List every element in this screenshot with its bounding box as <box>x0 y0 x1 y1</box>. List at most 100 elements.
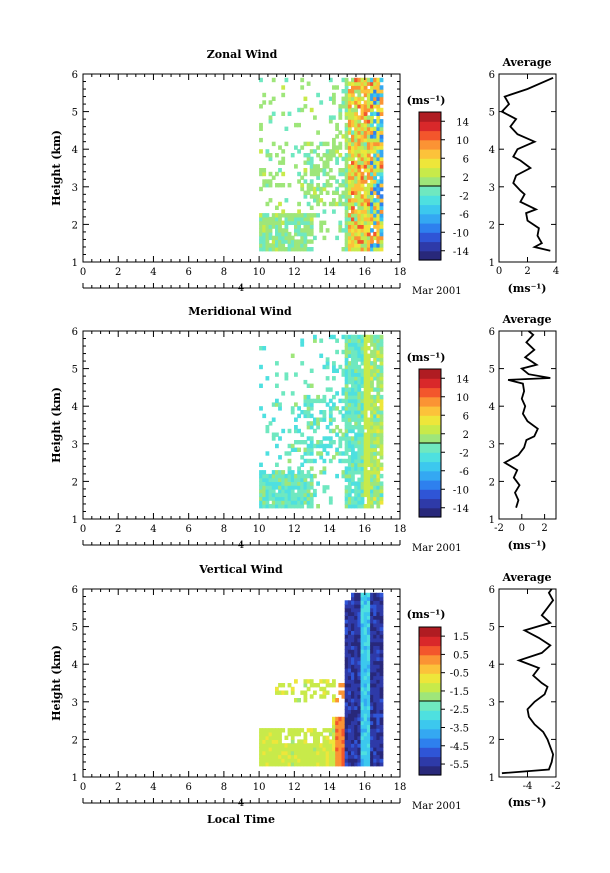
heatmap-cell <box>319 198 324 203</box>
heatmap-cell <box>344 758 349 763</box>
heatmap-cell <box>379 353 384 358</box>
heatmap-cell <box>322 754 327 759</box>
heatmap-cell <box>316 175 320 180</box>
heatmap-cell <box>357 243 362 248</box>
heatmap-cell <box>363 600 368 605</box>
heatmap-cell <box>268 477 273 482</box>
heatmap-cell <box>338 754 343 759</box>
heatmap-cell <box>357 379 362 385</box>
heatmap-cell <box>344 473 349 479</box>
heatmap-cell <box>344 81 349 86</box>
heatmap-cell <box>275 402 279 407</box>
heatmap-cell <box>351 746 355 752</box>
heatmap-cell <box>297 485 301 490</box>
heatmap-cell <box>335 698 339 703</box>
heatmap-cell <box>297 466 301 471</box>
heatmap-cell <box>373 686 377 692</box>
zonal-wind-colorbar-units: (ms⁻¹) <box>407 94 446 107</box>
heatmap-cell <box>306 762 311 767</box>
heatmap-cell <box>376 630 381 635</box>
heatmap-cell <box>366 201 371 207</box>
heatmap-cell <box>322 168 327 173</box>
heatmap-cell <box>363 488 368 494</box>
heatmap-cell <box>347 743 352 748</box>
heatmap-cell <box>332 201 336 207</box>
heatmap-cell <box>351 600 355 605</box>
heatmap-cell <box>370 205 374 210</box>
heatmap-cell <box>294 428 298 434</box>
heatmap-cell <box>341 372 346 377</box>
heatmap-cell <box>370 194 374 199</box>
heatmap-cell <box>379 149 384 154</box>
heatmap-cell <box>341 134 346 139</box>
heatmap-cell <box>300 462 305 467</box>
heatmap-cell <box>379 754 384 759</box>
heatmap-cell <box>376 705 381 710</box>
heatmap-cell <box>360 201 365 207</box>
heatmap-cell <box>319 443 324 449</box>
heatmap-cell <box>300 470 305 475</box>
heatmap-cell <box>373 679 377 684</box>
heatmap-cell <box>366 716 371 722</box>
heatmap-cell <box>373 243 377 248</box>
heatmap-cell <box>328 440 333 445</box>
y-tick-label: 3 <box>72 698 78 709</box>
heatmap-cell <box>351 477 355 482</box>
heatmap-cell <box>373 235 377 241</box>
heatmap-cell <box>341 762 346 767</box>
heatmap-cell <box>294 758 298 763</box>
heatmap-cell <box>313 488 317 494</box>
heatmap-cell <box>354 443 358 449</box>
profile-y-tick-label: 4 <box>489 402 495 413</box>
heatmap-cell <box>360 492 365 498</box>
heatmap-cell <box>351 743 355 748</box>
heatmap-cell <box>351 592 355 598</box>
heatmap-cell <box>366 477 371 482</box>
heatmap-cell <box>376 239 381 244</box>
heatmap-cell <box>370 626 374 631</box>
heatmap-cell <box>370 137 374 143</box>
heatmap-cell <box>325 485 330 490</box>
heatmap-cell <box>322 413 327 419</box>
heatmap-cell <box>328 750 333 756</box>
heatmap-cell <box>335 85 339 90</box>
heatmap-cell <box>347 338 352 343</box>
heatmap-cell <box>373 637 377 643</box>
heatmap-cell <box>290 216 295 222</box>
heatmap-cell <box>344 387 349 392</box>
heatmap-cell <box>306 679 311 684</box>
heatmap-cell <box>373 402 377 407</box>
heatmap-cell <box>376 126 381 131</box>
heatmap-cell <box>303 394 308 400</box>
heatmap-cell <box>271 481 276 486</box>
heatmap-cell <box>268 735 273 740</box>
heatmap-cell <box>316 746 320 752</box>
heatmap-cell <box>373 440 377 445</box>
heatmap-cell <box>313 735 317 740</box>
heatmap-cell <box>306 398 311 404</box>
heatmap-cell <box>366 205 371 210</box>
heatmap-cell <box>287 492 292 498</box>
heatmap-cell <box>360 96 365 101</box>
heatmap-cell <box>370 668 374 673</box>
colorbar-swatch <box>419 195 441 206</box>
heatmap-cell <box>360 391 365 396</box>
heatmap-cell <box>265 500 270 505</box>
heatmap-cell <box>373 334 377 340</box>
heatmap-cell <box>373 746 377 752</box>
heatmap-cell <box>379 383 384 388</box>
heatmap-cell <box>262 746 267 752</box>
heatmap-cell <box>300 432 305 437</box>
heatmap-cell <box>366 600 371 605</box>
heatmap-cell <box>297 496 301 501</box>
heatmap-cell <box>351 675 355 680</box>
heatmap-cell <box>351 175 355 180</box>
heatmap-cell <box>360 705 365 710</box>
heatmap-cell <box>376 500 381 505</box>
heatmap-cell <box>303 235 308 241</box>
x-tick-label: 16 <box>358 267 371 278</box>
heatmap-cell <box>351 731 355 737</box>
heatmap-cell <box>335 186 339 192</box>
heatmap-cell <box>370 754 374 759</box>
heatmap-cell <box>373 224 377 229</box>
